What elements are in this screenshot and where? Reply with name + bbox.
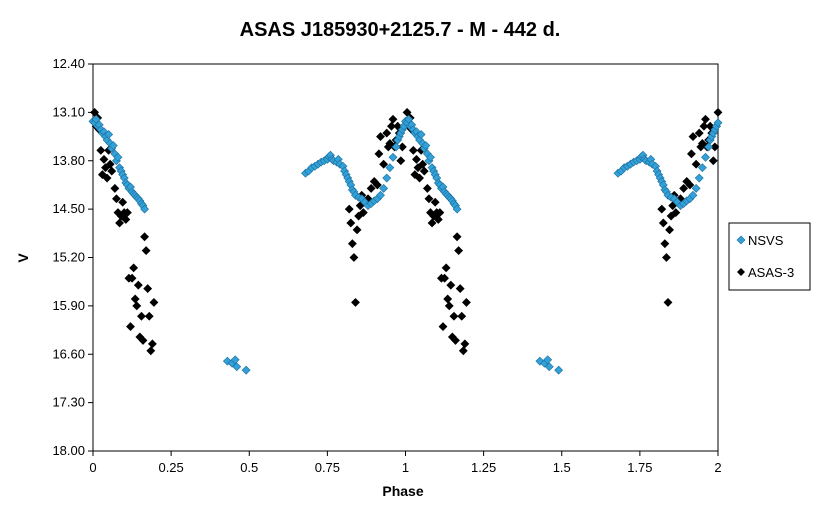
x-tick-label: 1 bbox=[402, 460, 409, 475]
y-tick-label: 18.00 bbox=[52, 443, 85, 458]
x-tick-label: 1.75 bbox=[627, 460, 652, 475]
x-tick-label: 1.5 bbox=[553, 460, 571, 475]
x-tick-label: 2 bbox=[714, 460, 721, 475]
x-axis-label: Phase bbox=[382, 483, 423, 499]
legend-label-nsvs: NSVS bbox=[748, 233, 784, 248]
y-tick-label: 15.20 bbox=[52, 250, 85, 265]
y-tick-label: 14.50 bbox=[52, 201, 85, 216]
y-tick-label: 15.90 bbox=[52, 298, 85, 313]
legend: NSVS ASAS-3 bbox=[729, 223, 810, 290]
x-tick-label: 1.25 bbox=[471, 460, 496, 475]
x-tick-label: 0.5 bbox=[240, 460, 258, 475]
y-tick-label: 12.40 bbox=[52, 56, 85, 71]
y-tick-label: 13.80 bbox=[52, 153, 85, 168]
chart-title: ASAS J185930+2125.7 - M - 442 d. bbox=[240, 19, 561, 41]
x-tick-label: 0 bbox=[89, 460, 96, 475]
x-tick-label: 0.75 bbox=[315, 460, 340, 475]
x-tick-label: 0.25 bbox=[158, 460, 183, 475]
legend-label-asas3: ASAS-3 bbox=[748, 265, 794, 280]
y-tick-label: 16.60 bbox=[52, 346, 85, 361]
y-axis-label: V bbox=[15, 253, 31, 263]
y-tick-label: 13.10 bbox=[52, 104, 85, 119]
y-tick-label: 17.30 bbox=[52, 395, 85, 410]
